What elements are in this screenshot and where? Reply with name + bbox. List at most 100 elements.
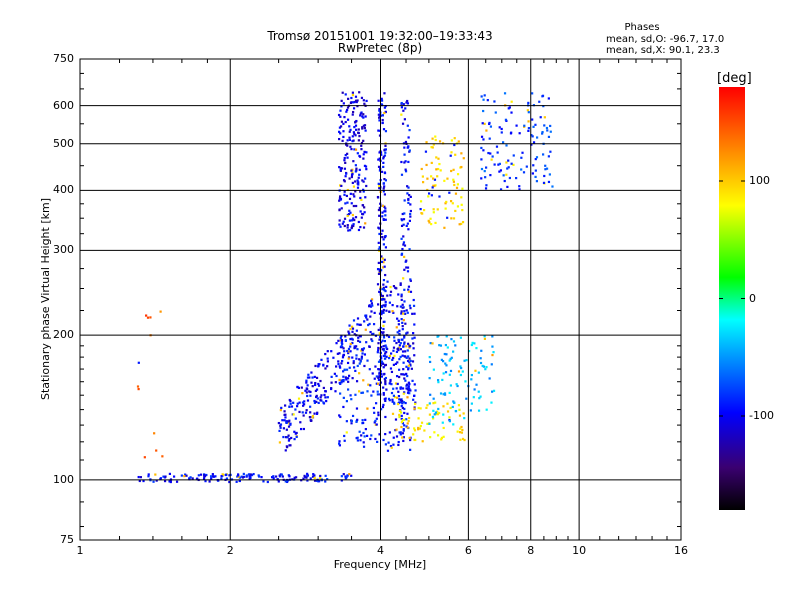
- data-point: [326, 357, 329, 360]
- data-point: [355, 357, 358, 360]
- data-point: [483, 335, 486, 338]
- data-point: [197, 474, 200, 477]
- data-point: [383, 171, 387, 175]
- data-point: [382, 278, 386, 282]
- data-point: [432, 397, 435, 400]
- data-point: [404, 355, 407, 358]
- data-point: [411, 337, 414, 340]
- data-point: [390, 446, 393, 449]
- data-point: [484, 187, 488, 190]
- data-point: [293, 438, 296, 441]
- data-point: [315, 412, 319, 415]
- data-point: [358, 372, 361, 375]
- data-point: [399, 431, 402, 434]
- data-point: [510, 100, 513, 103]
- data-point: [500, 127, 503, 131]
- data-point: [383, 106, 386, 109]
- data-point: [500, 131, 503, 134]
- data-point: [431, 137, 434, 140]
- data-point: [358, 135, 361, 138]
- data-point: [351, 377, 354, 380]
- data-point: [334, 390, 337, 393]
- data-point: [343, 116, 346, 119]
- data-point: [402, 439, 405, 443]
- data-point: [444, 202, 447, 205]
- data-point: [543, 124, 546, 127]
- data-point: [437, 407, 440, 411]
- data-point: [306, 475, 309, 478]
- data-point: [425, 141, 428, 144]
- data-point: [348, 125, 351, 128]
- data-point: [305, 387, 308, 390]
- data-point: [490, 158, 493, 161]
- data-point: [397, 443, 400, 447]
- data-point: [228, 480, 231, 484]
- data-point: [338, 209, 341, 212]
- data-point: [390, 370, 394, 374]
- data-point: [370, 302, 373, 305]
- data-point: [396, 402, 400, 406]
- data-point: [449, 369, 453, 373]
- data-point: [375, 417, 378, 420]
- data-point: [392, 311, 395, 314]
- data-point: [449, 384, 453, 387]
- data-point: [355, 380, 359, 383]
- data-point: [220, 477, 223, 480]
- data-point: [196, 477, 199, 480]
- data-point: [391, 310, 394, 313]
- data-point: [432, 177, 435, 180]
- data-point: [370, 299, 373, 302]
- data-point: [400, 295, 403, 298]
- data-point: [427, 219, 430, 222]
- data-point: [338, 219, 341, 222]
- data-point: [395, 287, 398, 290]
- data-point: [406, 266, 410, 269]
- data-point: [357, 131, 360, 134]
- data-point: [305, 391, 308, 394]
- data-point: [413, 383, 416, 386]
- data-point: [343, 159, 346, 162]
- data-point: [262, 480, 265, 483]
- data-point: [309, 477, 312, 480]
- data-point: [344, 335, 347, 338]
- data-point: [334, 381, 337, 384]
- data-point: [371, 333, 374, 336]
- data-point: [306, 399, 310, 402]
- data-point: [377, 158, 380, 161]
- data-point: [398, 375, 401, 379]
- data-point: [378, 433, 381, 436]
- data-point: [381, 298, 384, 301]
- data-point: [407, 381, 410, 384]
- data-point: [366, 390, 369, 393]
- data-point: [534, 175, 537, 179]
- data-point: [475, 346, 478, 350]
- data-point: [324, 474, 327, 477]
- data-point: [431, 186, 434, 189]
- data-point: [419, 200, 423, 203]
- data-point: [382, 283, 385, 286]
- data-point: [352, 223, 355, 226]
- data-point: [326, 360, 330, 363]
- data-point: [353, 148, 356, 151]
- data-point: [278, 441, 282, 444]
- data-point: [399, 283, 402, 287]
- data-point: [442, 405, 445, 408]
- data-point: [382, 386, 385, 389]
- data-point: [491, 353, 494, 357]
- data-point: [384, 383, 387, 386]
- data-point: [405, 332, 408, 335]
- data-point: [433, 413, 436, 416]
- data-point: [484, 176, 487, 179]
- data-point: [382, 310, 385, 313]
- data-point: [367, 383, 370, 386]
- data-point: [429, 217, 432, 220]
- data-point: [285, 436, 288, 439]
- data-point: [362, 113, 365, 116]
- data-point: [532, 125, 535, 128]
- data-point: [460, 222, 463, 226]
- data-point: [358, 390, 361, 393]
- data-point: [348, 177, 351, 180]
- data-point: [348, 473, 351, 476]
- data-point: [397, 339, 401, 342]
- data-point: [391, 303, 394, 307]
